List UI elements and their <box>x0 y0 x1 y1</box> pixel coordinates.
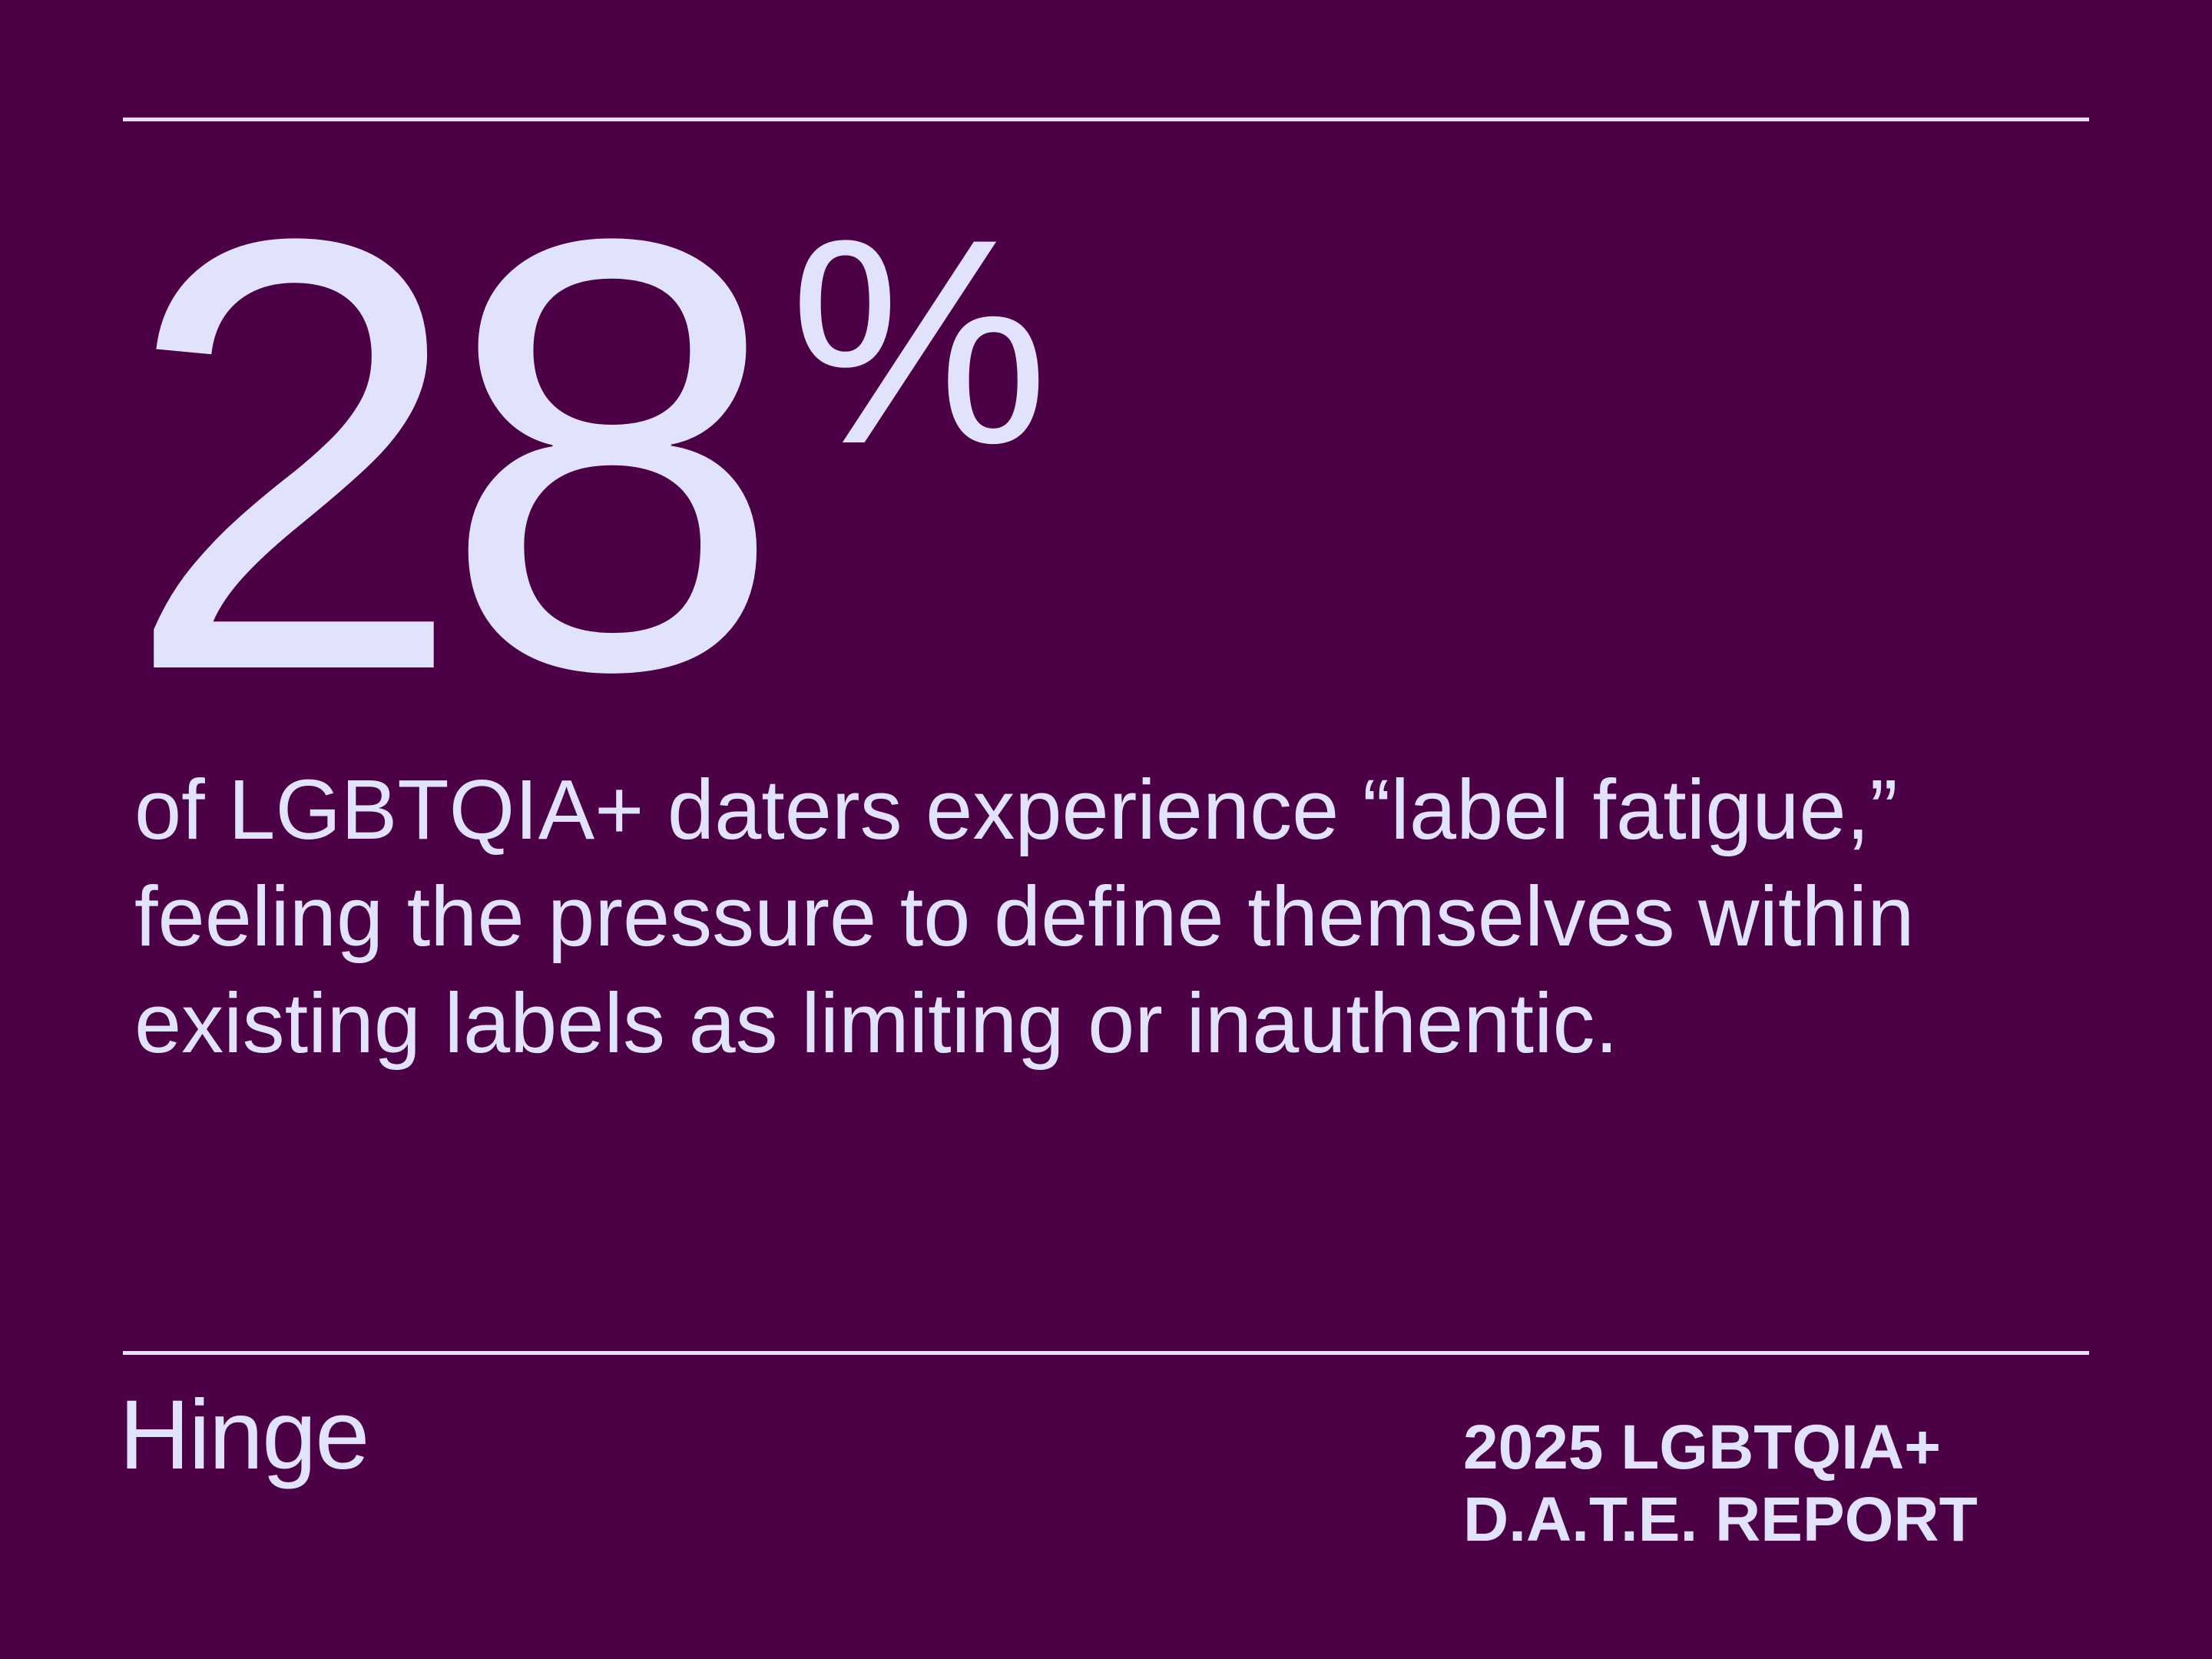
report-title-line-2: D.A.T.E. REPORT <box>1463 1485 1978 1555</box>
stat-number: 28 <box>123 111 783 798</box>
top-divider <box>123 118 2089 121</box>
report-title-line-1: 2025 LGBTQIA+ <box>1463 1412 1942 1482</box>
report-title: 2025 LGBTQIA+ D.A.T.E. REPORT <box>1463 1412 1978 1556</box>
stat-percent-sign: % <box>789 178 1049 505</box>
statistic-description: of LGBTQIA+ daters experience “label fat… <box>134 763 1915 1071</box>
statistic: 28 % <box>123 147 1049 762</box>
hinge-logo: Hinge <box>119 1380 369 1490</box>
bottom-divider <box>123 1351 2089 1355</box>
